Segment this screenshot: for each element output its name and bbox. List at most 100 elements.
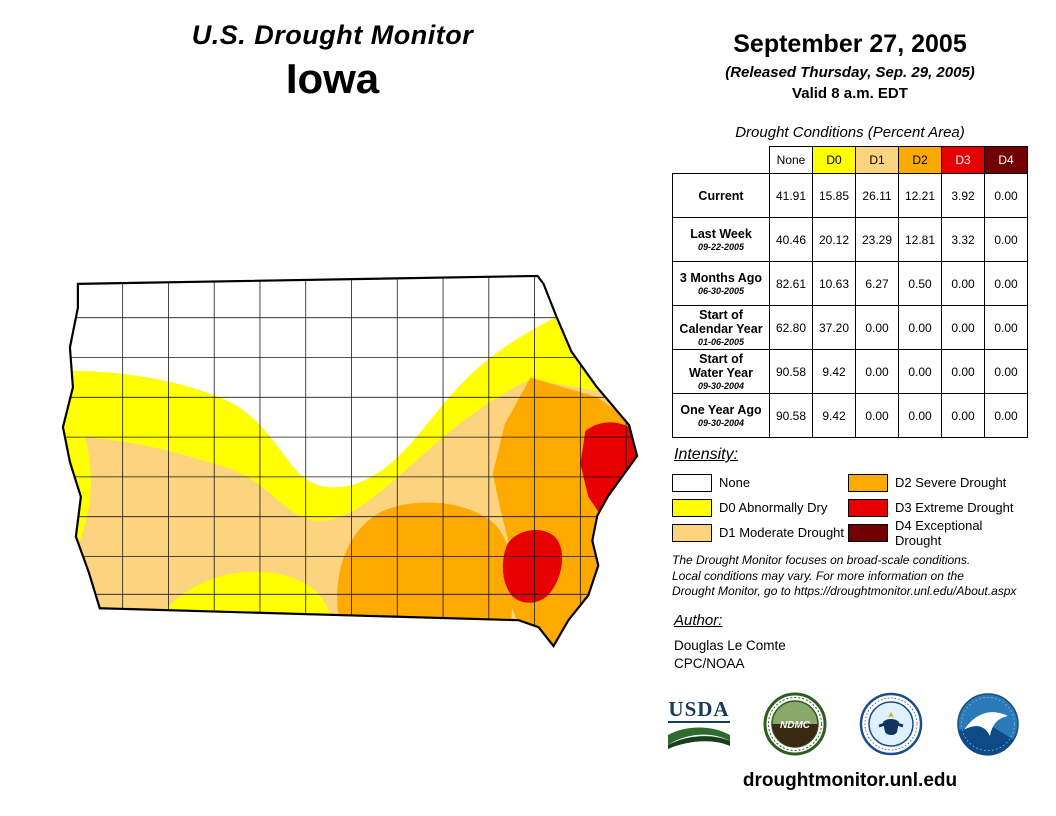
table-title: Drought Conditions (Percent Area) bbox=[735, 124, 965, 141]
table-row: Start of Water Year 09-30-2004 90.58 9.4… bbox=[672, 349, 1028, 394]
report-date: September 27, 2005 bbox=[733, 30, 967, 58]
row-label: Start of bbox=[699, 352, 743, 366]
value-cell: 0.00 bbox=[941, 349, 985, 394]
d4-swatch bbox=[848, 523, 888, 542]
legend-label: D3 Extreme Drought bbox=[895, 500, 1014, 515]
value-cell: 90.58 bbox=[769, 349, 813, 394]
legend-item-d4: D4 Exceptional Drought bbox=[848, 517, 1032, 548]
none-swatch bbox=[672, 473, 712, 492]
table-row: One Year Ago 09-30-2004 90.58 9.42 0.00 … bbox=[672, 393, 1028, 438]
released-date: (Released Thursday, Sep. 29, 2005) bbox=[725, 64, 975, 81]
value-cell: 0.00 bbox=[855, 305, 899, 350]
row-label: Start of bbox=[699, 308, 743, 322]
table-row: 3 Months Ago 06-30-2005 82.61 10.63 6.27… bbox=[672, 261, 1028, 306]
value-cell: 0.00 bbox=[941, 261, 985, 306]
author-heading: Author: bbox=[674, 612, 723, 629]
d1-swatch bbox=[672, 523, 712, 542]
noaa-logo bbox=[956, 692, 1020, 756]
row-date: 09-22-2005 bbox=[697, 242, 745, 252]
d3-region-east bbox=[580, 422, 638, 515]
value-cell: 41.91 bbox=[769, 173, 813, 218]
value-cell: 40.46 bbox=[769, 217, 813, 262]
agency-logos: USDA NDMC bbox=[668, 688, 1020, 760]
row-label: Water Year bbox=[689, 366, 753, 380]
legend-item-d1: D1 Moderate Drought bbox=[672, 520, 848, 545]
row-label: Last Week bbox=[690, 227, 752, 241]
column-header-d2: D2 bbox=[898, 146, 942, 174]
row-label: 3 Months Ago bbox=[679, 271, 763, 285]
legend-label: None bbox=[719, 475, 751, 490]
value-cell: 0.50 bbox=[898, 261, 942, 306]
valid-time: Valid 8 a.m. EDT bbox=[792, 85, 908, 102]
value-cell: 12.81 bbox=[898, 217, 942, 262]
value-cell: 0.00 bbox=[984, 261, 1028, 306]
table-row: Current 41.91 15.85 26.11 12.21 3.92 0.0… bbox=[672, 173, 1028, 218]
legend-item-d3: D3 Extreme Drought bbox=[848, 495, 1032, 520]
footer-url-link[interactable]: droughtmonitor.unl.edu bbox=[742, 770, 958, 791]
value-cell: 0.00 bbox=[984, 173, 1028, 218]
disclaimer-text: The Drought Monitor focuses on broad-sca… bbox=[672, 553, 1016, 600]
value-cell: 26.11 bbox=[855, 173, 899, 218]
d2-swatch bbox=[848, 473, 888, 492]
author-org: CPC/NOAA bbox=[674, 656, 745, 671]
disclaimer-line: The Drought Monitor focuses on broad-sca… bbox=[672, 553, 971, 567]
value-cell: 12.21 bbox=[898, 173, 942, 218]
legend-label: D0 Abnormally Dry bbox=[719, 500, 828, 515]
legend-title: Intensity: bbox=[674, 446, 739, 463]
report-title: U.S. Drought Monitor bbox=[191, 20, 474, 50]
ndmc-seal-icon: NDMC bbox=[763, 692, 827, 756]
author-name: Douglas Le Comte bbox=[674, 638, 786, 653]
iowa-drought-map bbox=[61, 274, 639, 649]
value-cell: 0.00 bbox=[984, 393, 1028, 438]
value-cell: 6.27 bbox=[855, 261, 899, 306]
table-corner-cell bbox=[672, 146, 770, 174]
value-cell: 0.00 bbox=[984, 305, 1028, 350]
column-header-d4: D4 bbox=[984, 146, 1028, 174]
value-cell: 23.29 bbox=[855, 217, 899, 262]
row-label: Calendar Year bbox=[679, 322, 763, 336]
value-cell: 3.32 bbox=[941, 217, 985, 262]
svg-text:NDMC: NDMC bbox=[780, 720, 811, 731]
value-cell: 0.00 bbox=[898, 349, 942, 394]
column-header-d1: D1 bbox=[855, 146, 899, 174]
table-row: Start of Calendar Year 01-06-2005 62.80 … bbox=[672, 305, 1028, 350]
d2-region bbox=[337, 377, 638, 647]
ndmc-logo: NDMC bbox=[763, 692, 827, 756]
value-cell: 0.00 bbox=[898, 393, 942, 438]
column-header-d3: D3 bbox=[941, 146, 985, 174]
row-label: One Year Ago bbox=[680, 403, 762, 417]
legend-label: D4 Exceptional Drought bbox=[895, 517, 983, 548]
value-cell: 37.20 bbox=[812, 305, 856, 350]
legend: None D0 Abnormally Dry D1 Moderate Droug… bbox=[672, 470, 1032, 548]
legend-item-d0: D0 Abnormally Dry bbox=[672, 495, 848, 520]
value-cell: 3.92 bbox=[941, 173, 985, 218]
value-cell: 9.42 bbox=[812, 349, 856, 394]
value-cell: 62.80 bbox=[769, 305, 813, 350]
row-label: Current bbox=[698, 188, 744, 203]
value-cell: 0.00 bbox=[984, 217, 1028, 262]
date-block: September 27, 2005 (Released Thursday, S… bbox=[660, 30, 1040, 102]
usda-logo-text: USDA bbox=[668, 697, 730, 723]
disclaimer-line: Drought Monitor, go to https://droughtmo… bbox=[672, 584, 1017, 599]
value-cell: 15.85 bbox=[812, 173, 856, 218]
iowa-state-outline bbox=[61, 274, 639, 649]
value-cell: 90.58 bbox=[769, 393, 813, 438]
table-header-row: None D0 D1 D2 D3 D4 bbox=[672, 146, 1028, 174]
legend-label: D1 Moderate Drought bbox=[719, 525, 845, 540]
state-name: Iowa bbox=[285, 55, 380, 102]
commerce-seal-logo bbox=[859, 692, 923, 756]
value-cell: 20.12 bbox=[812, 217, 856, 262]
table-row: Last Week 09-22-2005 40.46 20.12 23.29 1… bbox=[672, 217, 1028, 262]
value-cell: 0.00 bbox=[855, 393, 899, 438]
legend-label: D2 Severe Drought bbox=[895, 475, 1007, 490]
d0-south-wedge bbox=[162, 571, 330, 615]
disclaimer-line: Local conditions may vary. For more info… bbox=[672, 568, 964, 583]
value-cell: 82.61 bbox=[769, 261, 813, 306]
drought-conditions-table: None D0 D1 D2 D3 D4 Current 41.91 15.85 … bbox=[672, 146, 1028, 438]
value-cell: 0.00 bbox=[855, 349, 899, 394]
county-grid bbox=[62, 275, 638, 647]
value-cell: 0.00 bbox=[941, 393, 985, 438]
value-cell: 0.00 bbox=[898, 305, 942, 350]
title-block: U.S. Drought Monitor Iowa bbox=[110, 20, 555, 103]
